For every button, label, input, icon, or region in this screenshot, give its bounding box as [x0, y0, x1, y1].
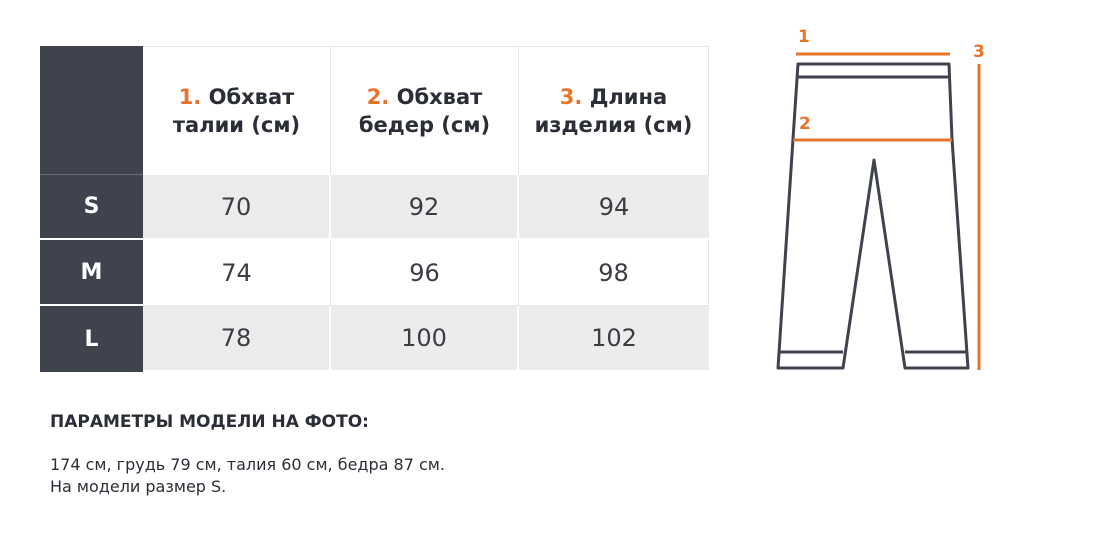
table-corner [40, 46, 143, 175]
header-waist-number: 1. [178, 85, 202, 109]
header-length: 3. Длина изделия (см) [519, 46, 709, 175]
length-measure-label: 3 [973, 42, 985, 62]
model-params-line2: На модели размер S. [50, 477, 227, 496]
table-cell: 100 [331, 306, 519, 372]
table-cell: 94 [519, 175, 709, 240]
table-cell: 96 [331, 240, 519, 306]
model-params-line1: 174 см, грудь 79 см, талия 60 см, бедра … [50, 455, 445, 474]
table-cell: 74 [143, 240, 331, 306]
header-hips-line2: бедер (см) [358, 113, 491, 137]
pants-diagram: 1 2 3 [776, 27, 985, 370]
waist-measure-label: 1 [798, 27, 810, 47]
table-cell: 102 [519, 306, 709, 372]
table-cell: 70 [143, 175, 331, 240]
model-params-title: ПАРАМЕТРЫ МОДЕЛИ НА ФОТО: [50, 412, 369, 432]
model-params-text: 174 см, грудь 79 см, талия 60 см, бедра … [50, 454, 445, 498]
header-hips-line1: Обхват [396, 85, 483, 109]
header-hips-number: 2. [366, 85, 390, 109]
table-cell: 92 [331, 175, 519, 240]
hips-measure-label: 2 [799, 114, 811, 134]
header-waist-line1: Обхват [208, 85, 295, 109]
header-hips: 2. Обхват бедер (см) [331, 46, 519, 175]
header-length-line1: Длина [589, 85, 668, 109]
header-length-line2: изделия (см) [534, 113, 693, 137]
row-size-s: S [40, 175, 143, 240]
header-length-number: 3. [559, 85, 583, 109]
header-waist-line2: талии (см) [172, 113, 301, 137]
table-cell: 78 [143, 306, 331, 372]
row-size-m: M [40, 240, 143, 306]
header-waist: 1. Обхват талии (см) [143, 46, 331, 175]
size-table: 1. Обхват талии (см) 2. Обхват бедер (см… [40, 46, 709, 372]
pants-outline-icon [776, 62, 970, 370]
row-size-l: L [40, 306, 143, 372]
table-cell: 98 [519, 240, 709, 306]
